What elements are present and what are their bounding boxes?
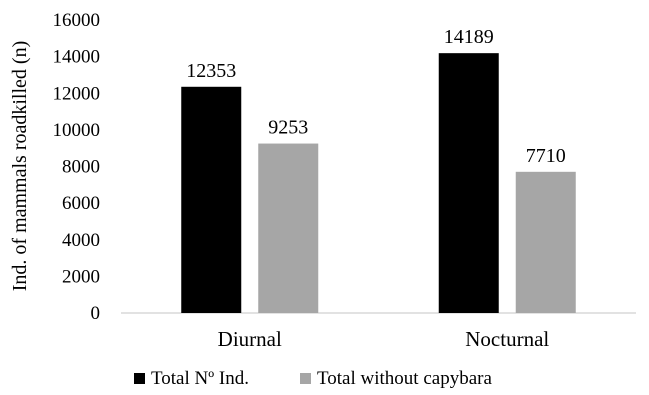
y-tick-label: 0 — [91, 303, 101, 324]
y-tick-label: 10000 — [53, 120, 101, 141]
y-tick-label: 12000 — [53, 83, 101, 104]
bar-total-nocturnal — [438, 53, 499, 313]
bar-without-capybara-nocturnal — [515, 171, 576, 313]
bar-total-diurnal — [181, 86, 242, 313]
legend-swatch — [300, 373, 311, 384]
y-tick-label: 14000 — [53, 47, 101, 68]
legend: Total Nº Ind. Total without capybara — [134, 368, 492, 389]
category-labels: Diurnal Nocturnal — [218, 327, 550, 351]
y-tick-label: 4000 — [62, 230, 100, 251]
data-label: 7710 — [526, 145, 566, 167]
y-tick-label: 2000 — [62, 266, 100, 287]
y-tick-label: 16000 — [53, 10, 101, 31]
y-tick-label: 6000 — [62, 193, 100, 214]
data-label: 14189 — [444, 26, 494, 48]
y-tick-label: 8000 — [62, 157, 100, 178]
legend-swatch — [134, 373, 145, 384]
data-label: 12353 — [186, 60, 236, 82]
data-label: 9253 — [268, 117, 308, 139]
legend-label: Total without capybara — [317, 368, 492, 389]
bar-without-capybara-diurnal — [258, 143, 319, 313]
data-labels: 12353 9253 14189 7710 — [186, 26, 566, 167]
y-axis-ticks: 0 2000 4000 6000 8000 10000 12000 14000 16000 — [53, 10, 101, 324]
y-axis-title: Ind. of mammals roadkilled (n) — [9, 41, 31, 292]
legend-label: Total Nº Ind. — [151, 368, 249, 389]
x-category-label: Diurnal — [218, 327, 282, 351]
x-category-label: Nocturnal — [465, 327, 549, 351]
bars — [181, 53, 576, 313]
